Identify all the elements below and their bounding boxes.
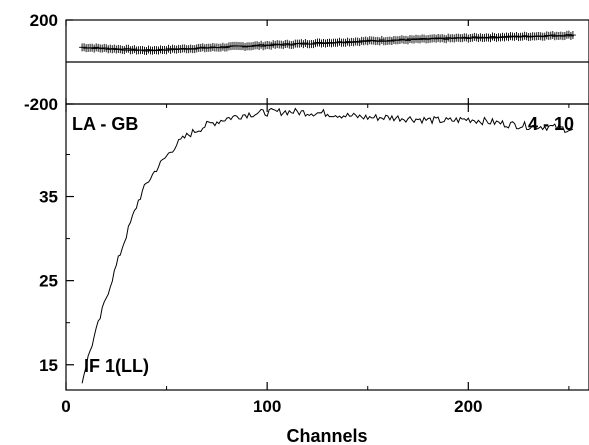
phase-y-tick-label: 200: [30, 11, 58, 30]
phase-panel: 200 -200: [24, 11, 589, 114]
baseline-label: LA - GB: [72, 114, 138, 134]
phase-series: [79, 30, 576, 56]
amplitude-ticks: 15 25 35 0 100 200: [39, 104, 570, 416]
amp-x-tick-label: 0: [61, 397, 70, 416]
x-axis-title: Channels: [286, 426, 367, 445]
amp-y-tick-label: 25: [39, 272, 58, 291]
amplitude-series-line: [81, 107, 574, 384]
amplitude-panel-frame: [65, 103, 589, 391]
amp-y-tick-label: 35: [39, 188, 58, 207]
amp-x-tick-label: 100: [253, 397, 281, 416]
if-polarization-label: IF 1(LL): [84, 356, 149, 376]
phase-y-tick-label: -200: [24, 95, 58, 114]
amplitude-panel: 15 25 35 0 100 200 LA - GB 4 - 10 IF 1(LL): [39, 103, 589, 416]
phase-point: [569, 31, 576, 40]
amp-x-tick-label: 200: [454, 397, 482, 416]
scan-range-label: 4 - 10: [528, 114, 574, 134]
amp-y-tick-label: 15: [39, 356, 58, 375]
